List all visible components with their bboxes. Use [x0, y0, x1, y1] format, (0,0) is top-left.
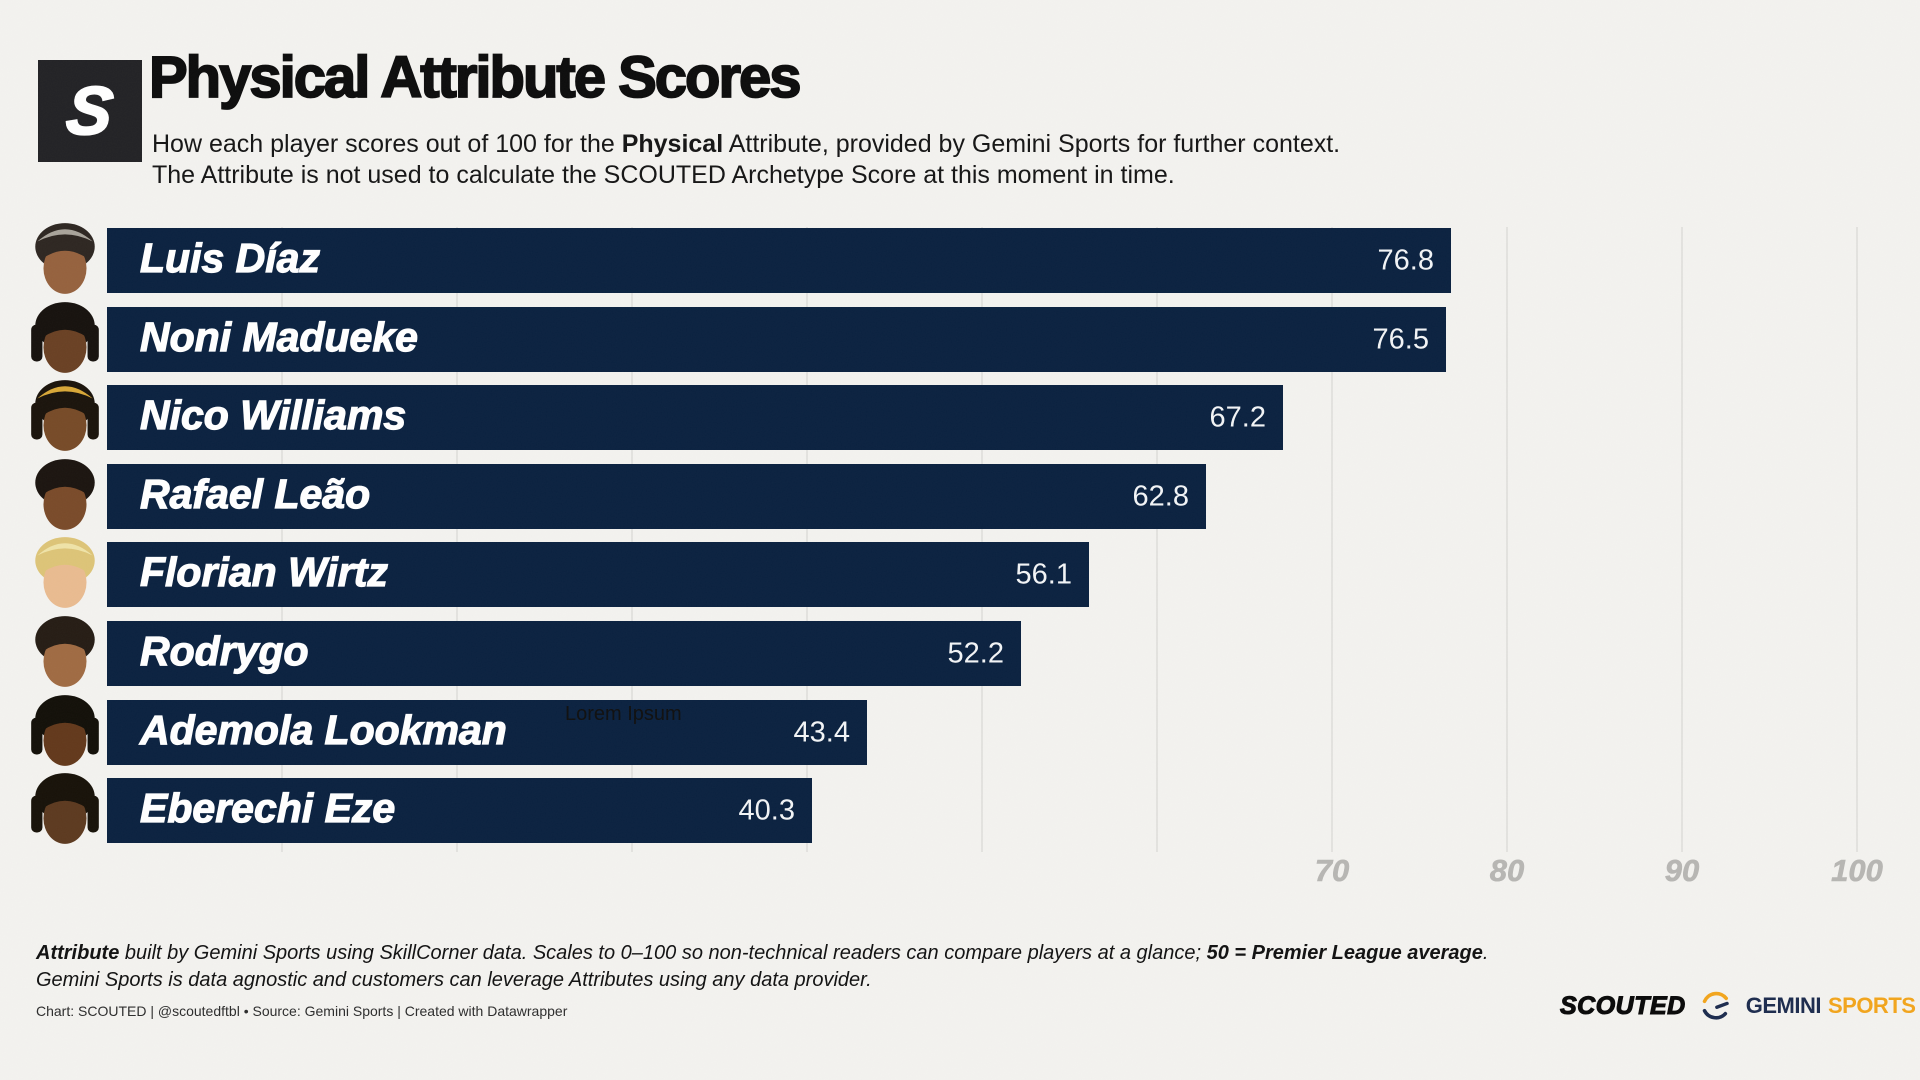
footnote-text: built by Gemini Sports using SkillCorner…	[119, 942, 1207, 964]
subtitle-bold-text: Physical	[621, 130, 724, 158]
player-name-label: Ademola Lookman	[139, 706, 507, 753]
footnote: Attribute built by Gemini Sports using S…	[36, 940, 1488, 994]
score-value-label: 52.2	[947, 637, 1004, 669]
footnote-text: .	[1482, 942, 1489, 964]
player-avatar	[24, 219, 106, 301]
score-value-label: 56.1	[1015, 558, 1072, 590]
score-value-label: 40.3	[738, 794, 795, 826]
subtitle-text: Attribute, provided by Gemini Sports for…	[723, 130, 1341, 158]
player-avatar	[24, 612, 106, 694]
score-value-label: 76.5	[1372, 323, 1429, 355]
score-bar: Rodrygo 52.2	[107, 621, 1021, 686]
score-bar: Rafael Leão 62.8	[107, 464, 1206, 529]
score-bar: Noni Madueke 76.5	[107, 307, 1446, 372]
score-value-label: 43.4	[793, 716, 850, 748]
player-avatar	[24, 376, 106, 458]
player-name-label: Eberechi Eze	[139, 784, 396, 831]
player-name-label: Nico Williams	[139, 391, 407, 438]
subtitle-line2: The Attribute is not used to calculate t…	[152, 161, 1175, 189]
footnote-line2: Gemini Sports is data agnostic and custo…	[36, 969, 872, 991]
score-value-label: 62.8	[1132, 480, 1189, 512]
player-name-label: Rafael Leão	[139, 470, 371, 517]
score-bar: Luis Díaz 76.8	[107, 228, 1451, 293]
player-avatar	[24, 691, 106, 773]
footnote-bold: Attribute	[36, 942, 120, 964]
scouted-wordmark: SCOUTED	[1559, 991, 1686, 1020]
player-avatar	[24, 533, 106, 615]
footnote-bold: 50 = Premier League average	[1206, 942, 1483, 964]
lorem-ipsum-annotation: Lorem Ipsum	[565, 703, 682, 725]
credit-line: Chart: SCOUTED | @scoutedftbl • Source: …	[36, 1003, 568, 1019]
score-bar: Nico Williams 67.2	[107, 385, 1283, 450]
gridline	[1681, 227, 1683, 852]
player-name-label: Luis Díaz	[139, 234, 320, 281]
score-value-label: 67.2	[1209, 401, 1266, 433]
x-axis-tick-label: 90	[1664, 853, 1700, 889]
x-axis-tick-label: 80	[1489, 853, 1525, 889]
branding-row: SCOUTED GEMINI SPORTS	[1559, 986, 1916, 1026]
player-avatar	[24, 769, 106, 851]
player-name-label: Noni Madueke	[139, 313, 418, 360]
gridline	[1856, 227, 1858, 852]
score-bar: Eberechi Eze 40.3	[107, 778, 812, 843]
subtitle-text: How each player scores out of 100 for th…	[152, 130, 622, 158]
gemini-wordmark: GEMINI	[1745, 993, 1822, 1018]
score-value-label: 76.8	[1377, 244, 1434, 276]
subtitle-line1: How each player scores out of 100 for th…	[152, 130, 1340, 158]
player-avatar	[24, 455, 106, 537]
sports-wordmark: SPORTS	[1827, 993, 1916, 1018]
scouted-logo-square: S	[38, 60, 142, 162]
scouted-s-icon: S	[62, 72, 117, 150]
chart-subtitle: How each player scores out of 100 for th…	[152, 129, 1340, 191]
score-bar: Ademola Lookman 43.4	[107, 700, 867, 765]
player-name-label: Rodrygo	[139, 627, 309, 674]
gemini-sports-logo-icon	[1702, 991, 1729, 1020]
player-avatar	[24, 298, 106, 380]
gridline	[1506, 227, 1508, 852]
score-bar: Florian Wirtz 56.1	[107, 542, 1089, 607]
x-axis-tick-label: 70	[1314, 853, 1350, 889]
x-axis-tick-label: 100	[1831, 853, 1883, 889]
player-name-label: Florian Wirtz	[139, 548, 388, 595]
page-title: Physical Attribute Scores	[148, 44, 802, 111]
